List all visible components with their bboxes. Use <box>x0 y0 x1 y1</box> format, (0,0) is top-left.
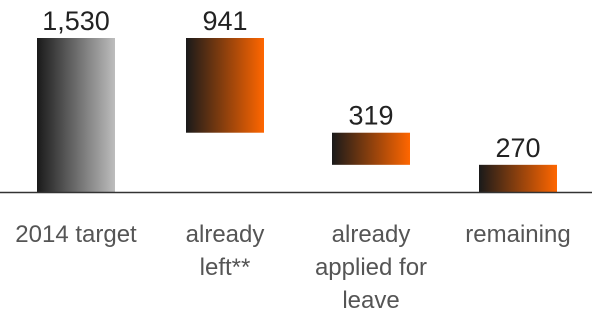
category-label-line: 2014 target <box>15 221 137 248</box>
bar-1 <box>186 38 264 133</box>
category-label-2: already applied for leave <box>296 218 446 317</box>
category-label-line: already <box>331 221 411 248</box>
category-label-line: already <box>185 221 265 248</box>
bar-3 <box>479 164 557 192</box>
value-label-1: 941 <box>202 6 247 36</box>
value-label-3: 270 <box>495 133 540 163</box>
category-label-line: leave <box>342 287 400 314</box>
bar-2 <box>332 132 410 165</box>
category-label-3: remaining <box>443 218 592 251</box>
category-label-1: already left** <box>150 218 300 284</box>
value-label-0: 1,530 <box>42 6 110 36</box>
category-label-line: remaining <box>465 221 571 248</box>
category-label-line: applied for <box>314 254 428 281</box>
value-label-2: 319 <box>348 101 393 131</box>
category-label-0: 2014 target <box>1 218 151 251</box>
category-label-line: left** <box>199 254 251 281</box>
bar-0 <box>37 38 115 192</box>
